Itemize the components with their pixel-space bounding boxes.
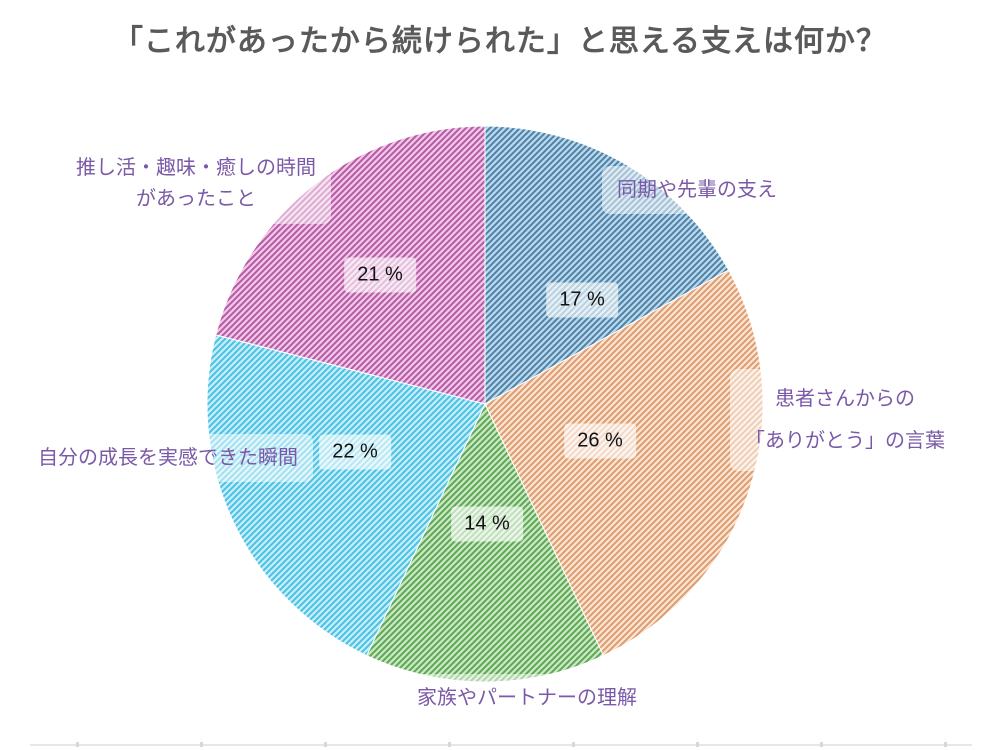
pct-label-patient-thanks: 26 % [564,423,636,459]
chart-title: 「これがあったから続けられた」と思える支えは何か？ [112,25,888,58]
pct-label-hobby-healing-time: 21 % [344,257,416,293]
slice-label-hobby-healing-time-line2: があったこと [136,188,256,210]
slice-label-hobby-healing-time: 推し活・趣味・癒しの時間 があったこと [61,144,331,224]
pct-label-personal-growth: 22 % [319,434,391,470]
slice-label-patient-thanks: 患者さんからの 「ありがとう」の言葉 [730,369,960,471]
pie-slice-3 [206,334,486,657]
table-edge-tick [696,742,699,747]
table-edge-tick [200,742,203,747]
table-edge-tick [820,742,823,747]
slice-label-peers-support: 同期や先輩の支え [602,166,792,214]
slice-label-family-understanding: 家族やパートナーの理解 [402,674,652,722]
table-edge-tick [76,742,79,747]
slice-label-patient-thanks-line2: 「ありがとう」の言葉 [745,430,945,452]
slice-label-hobby-healing-time-line1: 推し活・趣味・癒しの時間 [76,157,316,179]
table-edge-tick [944,742,947,747]
cropped-table-top-edge [30,742,972,747]
slice-label-patient-thanks-line1: 患者さんからの [775,388,915,410]
table-edge-tick [572,742,575,747]
pct-label-family-understanding: 14 % [451,506,523,542]
pct-label-peers-support: 17 % [546,282,618,318]
table-edge-tick [448,742,451,747]
pie-slice-1 [484,269,764,657]
slice-label-personal-growth: 自分の成長を実感できた瞬間 [23,434,313,482]
table-edge-tick [324,742,327,747]
